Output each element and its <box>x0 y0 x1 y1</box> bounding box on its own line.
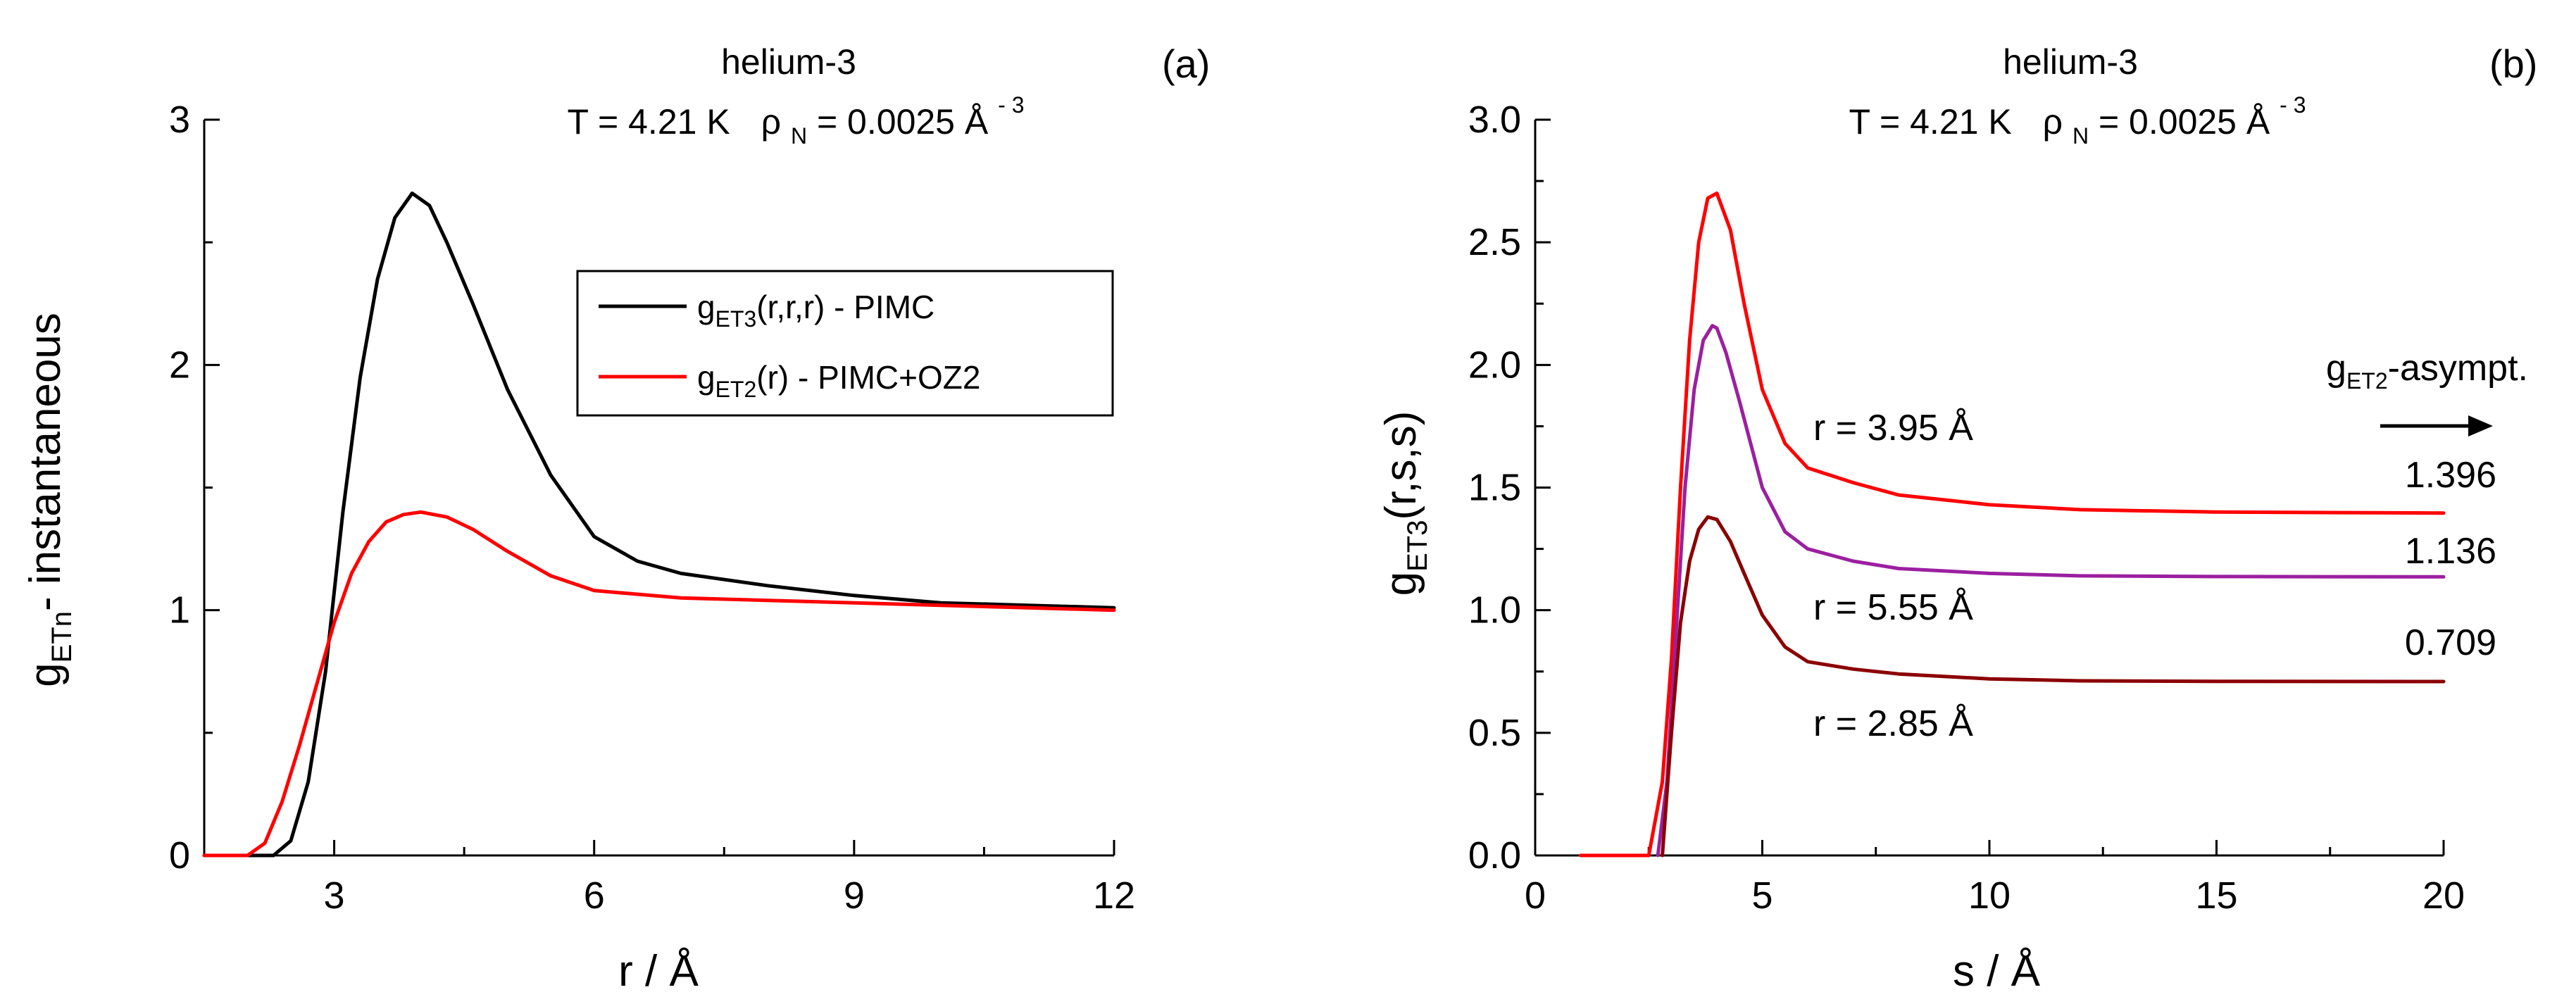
curve-label-r555: r = 5.55 Å <box>1813 587 1973 628</box>
asymptote-value-r555: 1.136 <box>2405 531 2496 572</box>
panel-b-rho-subscript: N <box>2072 123 2089 149</box>
panel-b-y-axis-title: gET3(r,s,s) <box>1377 411 1433 596</box>
legend-box <box>576 270 1114 417</box>
panel-a-y-tick-label: 3 <box>169 99 190 141</box>
panel-b-y-tick-label: 0.0 <box>1468 834 1521 877</box>
asymptote-arrow <box>2380 415 2493 437</box>
panel-b-y-tick-label: 2.0 <box>1468 344 1521 386</box>
panel-b-temperature: T = 4.21 K <box>1849 102 2012 142</box>
asymptote-value-r285: 0.709 <box>2405 622 2496 663</box>
panel-a-series-line-2 <box>202 510 1116 858</box>
panel-a-rho-symbol: ρ <box>761 102 781 142</box>
legend-entry-pimc: gET3(r,r,r) - PIMC <box>697 289 934 332</box>
panel-b-tag: (b) <box>2489 42 2537 86</box>
panel-b-y-tick-label: 2.5 <box>1468 221 1521 263</box>
panel-a-tag: (a) <box>1162 42 1210 86</box>
panel-a-y-tick-label: 1 <box>169 589 190 632</box>
panel-a-rho-subscript: N <box>791 123 807 149</box>
panel-a-rho-value: = 0.0025 Å <box>817 102 989 142</box>
panel-a-x-tick-label: 3 <box>324 874 345 917</box>
asymptote-value-r395: 1.396 <box>2405 455 2496 496</box>
panel-b-y-tick-label: 1.0 <box>1468 589 1521 632</box>
panel-b-x-tick-label: 5 <box>1751 874 1772 917</box>
panel-b-rho-value: = 0.0025 Å <box>2099 102 2270 142</box>
panel-a-temperature: T = 4.21 K <box>568 102 730 142</box>
panel-a-series-line-1 <box>202 192 1116 858</box>
panel-b-curves <box>1579 192 2446 858</box>
panel-b-rho-unit-exponent: - 3 <box>2280 92 2306 118</box>
panel-b-x-tick-label: 15 <box>2195 874 2237 917</box>
panel-b-series-line-2 <box>1656 324 2446 858</box>
curve-label-r395: r = 3.95 Å <box>1813 408 1973 448</box>
panel-a-y-axis-title: gETn- instantaneous <box>21 313 77 687</box>
panel-b-title: helium-3 <box>2003 42 2138 82</box>
panel-a-y-tick-label: 2 <box>169 344 190 386</box>
panel-a-x-tick-label: 6 <box>584 874 605 917</box>
panel-a-x-tick-label: 12 <box>1093 874 1135 917</box>
panel-b-chart: helium-3 T = 4.21 K ρ N = 0.0025 Å - 3 (… <box>1377 42 2537 996</box>
panel-b-y-tick-label: 0.5 <box>1468 712 1521 754</box>
panel-b-x-tick-label: 0 <box>1525 874 1546 917</box>
panel-a-y-tick-label: 0 <box>169 834 190 877</box>
panel-b-y-tick-label: 3.0 <box>1468 99 1521 141</box>
panel-a-curves <box>202 192 1116 858</box>
panel-b-series-line-1 <box>1579 192 2446 858</box>
panel-a-title: helium-3 <box>721 42 856 82</box>
panel-a-conditions: T = 4.21 K ρ N = 0.0025 Å - 3 <box>568 92 1025 151</box>
legend-entry-oz2: gET2(r) - PIMC+OZ2 <box>697 359 980 402</box>
panel-b-x-tick-label: 20 <box>2422 874 2465 917</box>
asymptote-header: gET2-asympt. <box>2326 348 2528 394</box>
panel-b-conditions: T = 4.21 K ρ N = 0.0025 Å - 3 <box>1849 92 2306 151</box>
panel-b-x-tick-label: 10 <box>1968 874 2011 917</box>
panel-b-series-line-3 <box>1661 515 2446 858</box>
panel-b-rho-symbol: ρ <box>2043 102 2063 142</box>
panel-b-x-axis-title: s / Å <box>1953 947 2041 996</box>
panel-b-axes: 0 5 10 15 20 0.0 0.5 1.0 1.5 2.0 2.5 3.0 <box>1468 99 2465 917</box>
panel-a-legend: gET3(r,r,r) - PIMC gET2(r) - PIMC+OZ2 <box>576 270 1114 417</box>
panel-b-y-tick-label: 1.5 <box>1468 467 1521 509</box>
panel-a-rho-unit-exponent: - 3 <box>998 92 1024 118</box>
curve-label-r285: r = 2.85 Å <box>1813 703 1973 744</box>
panel-a-x-tick-label: 9 <box>844 874 865 917</box>
panel-a-chart: helium-3 T = 4.21 K ρ N = 0.0025 Å - 3 (… <box>21 42 1210 996</box>
panel-a-x-axis-title: r / Å <box>618 947 699 996</box>
